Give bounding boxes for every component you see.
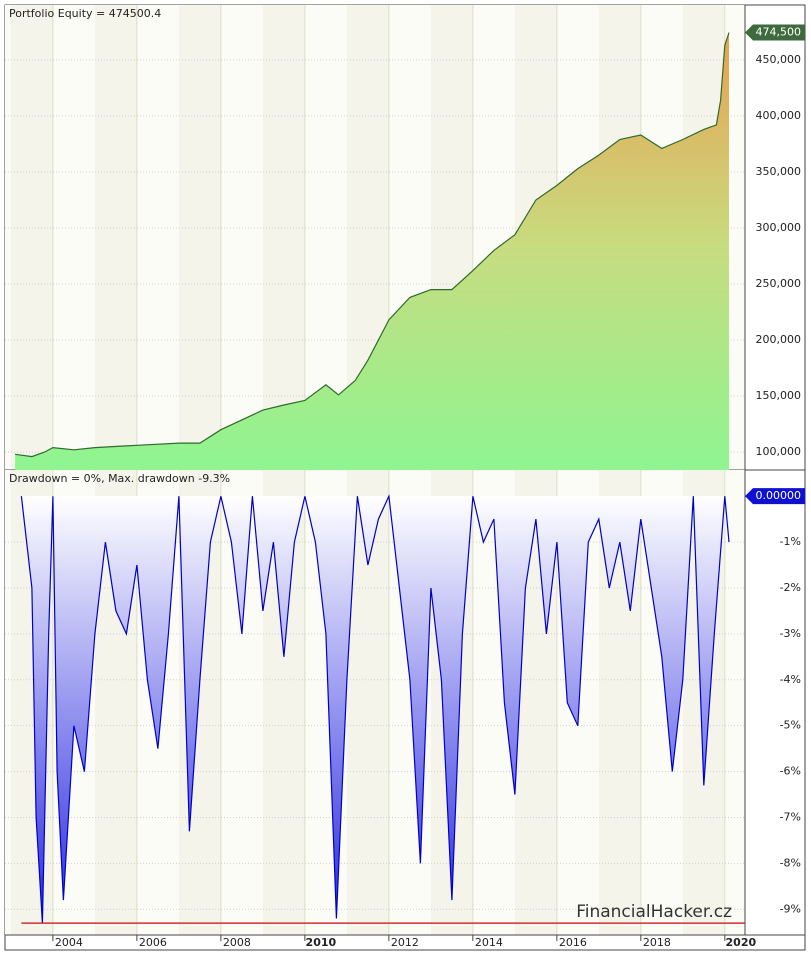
y-tick-label: 250,000 <box>756 277 802 290</box>
y-tick-label: 400,000 <box>756 109 802 122</box>
year-band <box>94 5 137 470</box>
year-band <box>262 5 305 470</box>
last-value-label: 474,500 <box>756 25 802 38</box>
year-band <box>5 470 11 935</box>
x-tick-label: 2016 <box>559 936 587 949</box>
y-tick-label: -8% <box>780 856 801 869</box>
y-tick-label: 150,000 <box>756 389 802 402</box>
y-tick-label: -5% <box>780 719 801 732</box>
year-band <box>136 5 179 470</box>
year-band <box>220 5 263 470</box>
x-tick-label: 2008 <box>223 936 251 949</box>
chart-title: Portfolio Equity = 474500.4 <box>9 7 161 20</box>
year-band <box>52 5 95 470</box>
last-value-label: 0.00000 <box>756 489 802 502</box>
last-value-badge <box>745 488 805 505</box>
year-band <box>10 5 53 470</box>
x-tick-label: 2004 <box>55 936 83 949</box>
line <box>15 32 730 458</box>
y-tick-label: 200,000 <box>756 333 802 346</box>
y-tick-label: 450,000 <box>756 53 802 66</box>
y-tick-label: 350,000 <box>756 165 802 178</box>
last-value-badge <box>745 24 805 41</box>
line <box>20 493 730 924</box>
y-tick-label: 100,000 <box>756 445 802 458</box>
area-fill <box>21 496 730 924</box>
x-tick-label: 2020 <box>726 936 757 949</box>
y-tick-label: -7% <box>780 810 801 823</box>
y-tick-label: -2% <box>780 581 801 594</box>
year-band <box>5 5 11 470</box>
y-tick-label: 300,000 <box>756 221 802 234</box>
chart-title: Drawdown = 0%, Max. drawdown -9.3% <box>9 472 230 485</box>
y-tick-label: -9% <box>780 902 801 915</box>
area-fill <box>15 32 730 470</box>
year-band <box>724 5 745 470</box>
x-tick-label: 2010 <box>306 936 337 949</box>
year-band <box>178 5 221 470</box>
y-tick-label: -6% <box>780 765 801 778</box>
y-tick-label: -3% <box>780 627 801 640</box>
x-tick-label: 2014 <box>475 936 503 949</box>
x-tick-label: 2012 <box>391 936 419 949</box>
x-tick-label: 2018 <box>643 936 671 949</box>
watermark: FinancialHacker.cz <box>576 902 732 922</box>
year-band <box>724 470 745 935</box>
y-tick-label: -4% <box>780 673 801 686</box>
y-tick-label: -1% <box>780 535 801 548</box>
x-tick-label: 2006 <box>139 936 167 949</box>
